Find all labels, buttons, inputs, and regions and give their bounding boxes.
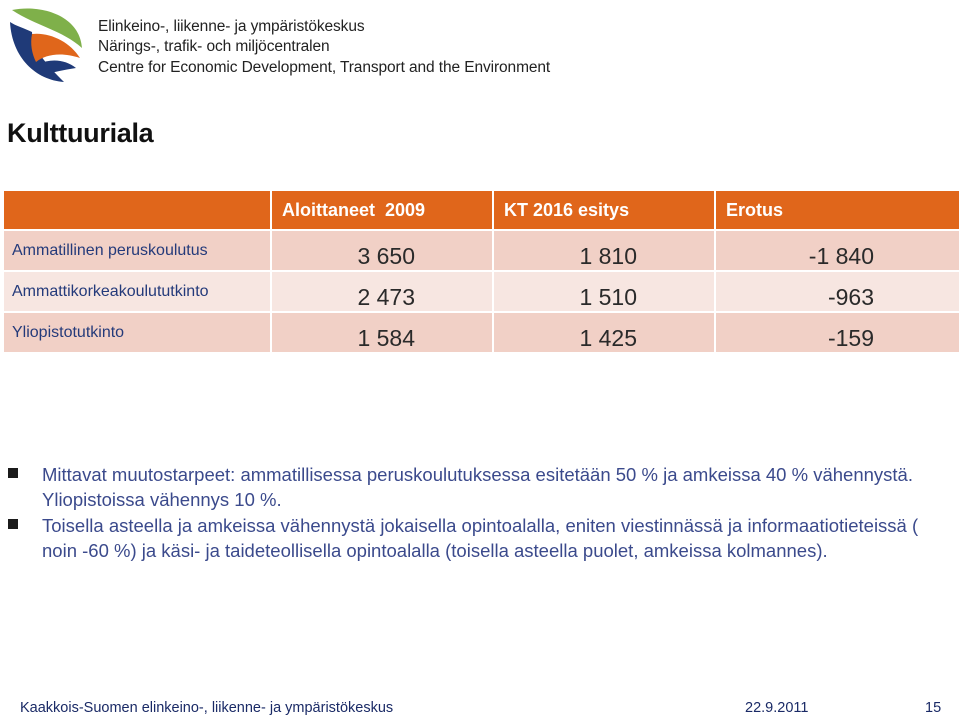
- cell-aloittaneet: 2 473: [270, 270, 494, 313]
- table-row: Ammatillinen peruskoulutus 3 650 1 810 -…: [2, 229, 959, 272]
- cell-aloittaneet: 1 584: [270, 311, 494, 354]
- cell-erotus: -1 840: [714, 229, 959, 272]
- cell-aloittaneet: 3 650: [270, 229, 494, 272]
- bullet-text: Toisella asteella ja amkeissa vähennystä…: [42, 515, 919, 561]
- org-name-finnish: Elinkeino-, liikenne- ja ympäristökeskus: [98, 18, 365, 35]
- footer-date: 22.9.2011: [745, 700, 809, 716]
- cell-erotus: -159: [714, 311, 959, 354]
- cell-kt2016: 1 425: [492, 311, 716, 354]
- square-bullet-icon: [8, 468, 18, 478]
- bullet-text: Mittavat muutostarpeet: ammatillisessa p…: [42, 464, 913, 510]
- ely-leaf-logo-icon: [10, 8, 82, 82]
- row-label: Yliopistotutkinto: [2, 311, 272, 354]
- footer-organization: Kaakkois-Suomen elinkeino-, liikenne- ja…: [20, 700, 394, 716]
- table-row: Ammattikorkeakoulututkinto 2 473 1 510 -…: [2, 270, 959, 313]
- page-number: 15: [925, 700, 942, 716]
- bullet-list: Mittavat muutostarpeet: ammatillisessa p…: [8, 463, 938, 565]
- row-label: Ammattikorkeakoulututkinto: [2, 270, 272, 313]
- student-intake-table: Aloittaneet 2009 KT 2016 esitys Erotus A…: [2, 189, 959, 354]
- cell-kt2016: 1 510: [492, 270, 716, 313]
- table-header-row: Aloittaneet 2009 KT 2016 esitys Erotus: [2, 189, 959, 231]
- row-label: Ammatillinen peruskoulutus: [2, 229, 272, 272]
- cell-erotus: -963: [714, 270, 959, 313]
- column-header-empty: [2, 189, 272, 231]
- square-bullet-icon: [8, 519, 18, 529]
- table-row: Yliopistotutkinto 1 584 1 425 -159: [2, 311, 959, 354]
- org-name-english: Centre for Economic Development, Transpo…: [98, 59, 551, 76]
- list-item: Mittavat muutostarpeet: ammatillisessa p…: [8, 463, 938, 512]
- slide-title: Kulttuuriala: [7, 118, 154, 148]
- column-header-erotus: Erotus: [714, 189, 959, 231]
- column-header-kt2016: KT 2016 esitys: [492, 189, 716, 231]
- cell-kt2016: 1 810: [492, 229, 716, 272]
- list-item: Toisella asteella ja amkeissa vähennystä…: [8, 514, 938, 563]
- column-header-aloittaneet: Aloittaneet 2009: [270, 189, 494, 231]
- org-name-swedish: Närings-, trafik- och miljöcentralen: [98, 38, 330, 55]
